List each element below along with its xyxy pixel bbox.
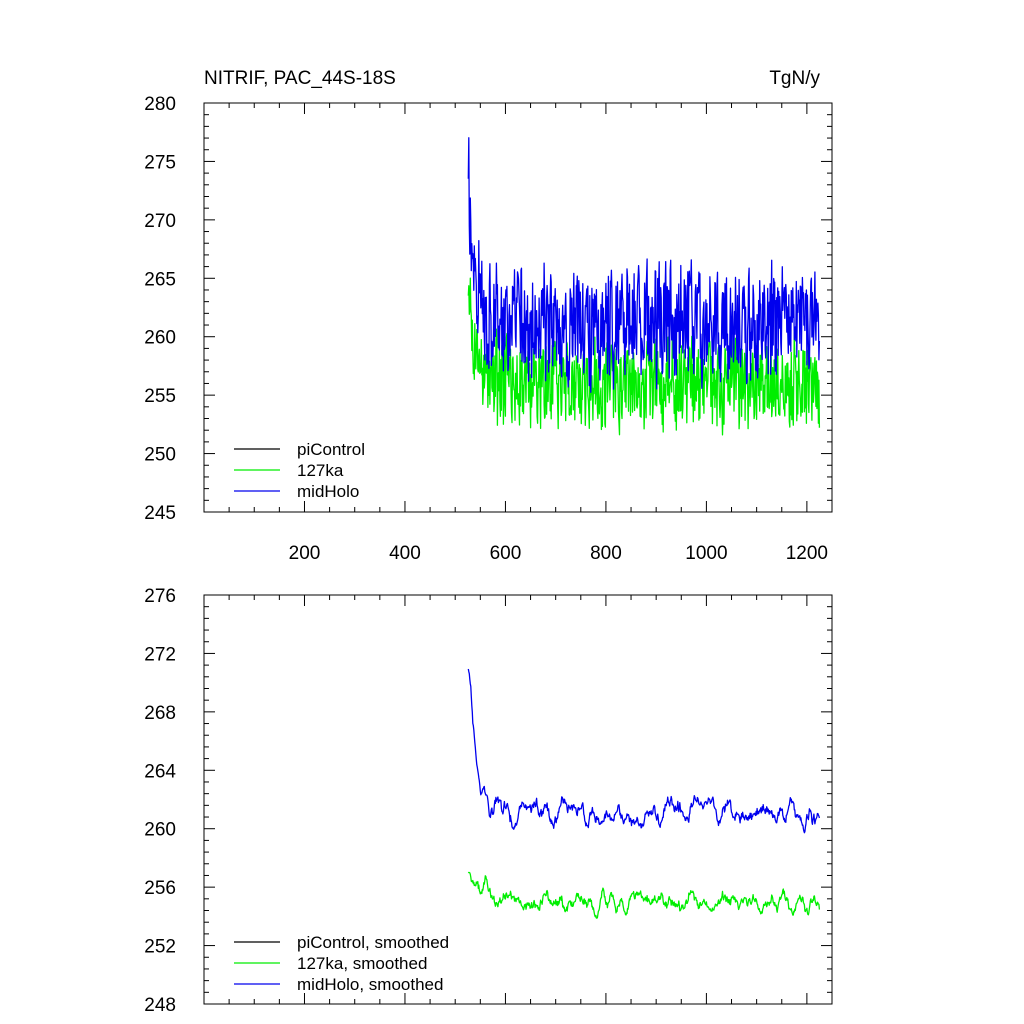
- y-tick-label: 268: [144, 703, 176, 724]
- y-tick-label: 276: [144, 586, 176, 607]
- legend-label-picontrol: piControl: [297, 440, 365, 459]
- top-series-group: [467, 137, 821, 436]
- y-tick-label: 245: [144, 503, 176, 524]
- bottom-legend: piControl, smoothed 127ka, smoothed midH…: [234, 933, 449, 994]
- x-tick-label: 600: [490, 543, 522, 564]
- legend-label-127ka: 127ka: [297, 461, 344, 480]
- series-line-127ka-smoothed: [467, 871, 821, 919]
- chart-title: NITRIF, PAC_44S-18S: [204, 68, 396, 89]
- y-tick-label: 280: [144, 94, 176, 115]
- y-tick-label: 252: [144, 937, 176, 958]
- x-tick-label: 1000: [685, 543, 727, 564]
- top-ticks: 200 400 600 800 1000 1200 245 250 255 260 265 270 27…: [144, 94, 832, 564]
- series-line-127ka: [467, 277, 821, 436]
- legend-label-picontrol-smoothed: piControl, smoothed: [297, 933, 449, 952]
- legend-label-midholo: midHolo: [297, 482, 359, 501]
- y-tick-label: 264: [144, 761, 176, 782]
- top-panel: NITRIF, PAC_44S-18S TgN/y 200 400 600 800 10…: [144, 68, 833, 564]
- y-tick-label: 275: [144, 152, 176, 173]
- y-tick-label: 248: [144, 995, 176, 1016]
- y-tick-label: 255: [144, 386, 176, 407]
- y-tick-label: 272: [144, 644, 176, 665]
- series-line-midholo: [467, 137, 821, 393]
- bottom-plot-frame: [203, 594, 833, 1005]
- y-tick-label: 260: [144, 820, 176, 841]
- legend-label-midholo-smoothed: midHolo, smoothed: [297, 975, 443, 994]
- bottom-panel: 248 252 256 260 264 268 272 276 piControl, smoo…: [144, 586, 833, 1016]
- bottom-series-group: [467, 668, 821, 919]
- y-tick-label: 265: [144, 269, 176, 290]
- y-tick-label: 250: [144, 445, 176, 466]
- y-tick-label: 270: [144, 211, 176, 232]
- top-legend: piControl 127ka midHolo: [234, 440, 365, 501]
- units-label: TgN/y: [769, 68, 820, 89]
- x-tick-label: 1200: [786, 543, 828, 564]
- y-tick-label: 260: [144, 328, 176, 349]
- top-plot-frame: [203, 102, 833, 513]
- y-tick-label: 256: [144, 878, 176, 899]
- series-line-midholo-smoothed: [467, 668, 821, 834]
- x-tick-label: 800: [590, 543, 622, 564]
- legend-label-127ka-smoothed: 127ka, smoothed: [297, 954, 427, 973]
- bottom-ticks: 248 252 256 260 264 268 272 276: [144, 586, 832, 1016]
- x-tick-label: 200: [289, 543, 321, 564]
- x-tick-label: 400: [389, 543, 421, 564]
